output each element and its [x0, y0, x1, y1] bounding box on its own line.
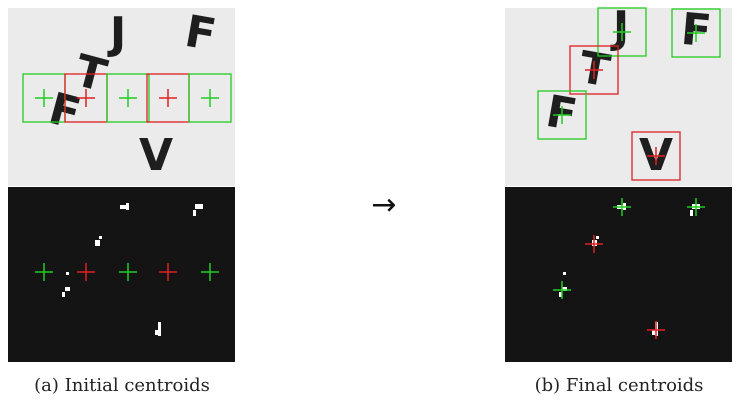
speckle — [193, 210, 196, 216]
mask-image — [505, 187, 732, 362]
speckle — [155, 330, 161, 335]
speckle — [65, 287, 70, 291]
speckle — [95, 240, 100, 246]
speckle — [62, 292, 65, 297]
speckle — [126, 203, 129, 210]
letter: J — [610, 2, 629, 53]
speckle — [66, 272, 69, 275]
speckle — [195, 204, 203, 209]
arrow: → — [371, 188, 396, 223]
caption: (a) Initial centroids — [34, 375, 210, 396]
letter: V — [139, 130, 173, 181]
speckle — [563, 272, 566, 275]
speckle — [120, 205, 126, 209]
caption: (b) Final centroids — [535, 375, 704, 396]
speckle — [596, 236, 599, 239]
speckle — [690, 210, 693, 216]
figure: J F T F V J F T F V → (a) Initial centro… — [0, 0, 739, 403]
speckle — [99, 236, 102, 239]
mask-image — [8, 187, 235, 362]
